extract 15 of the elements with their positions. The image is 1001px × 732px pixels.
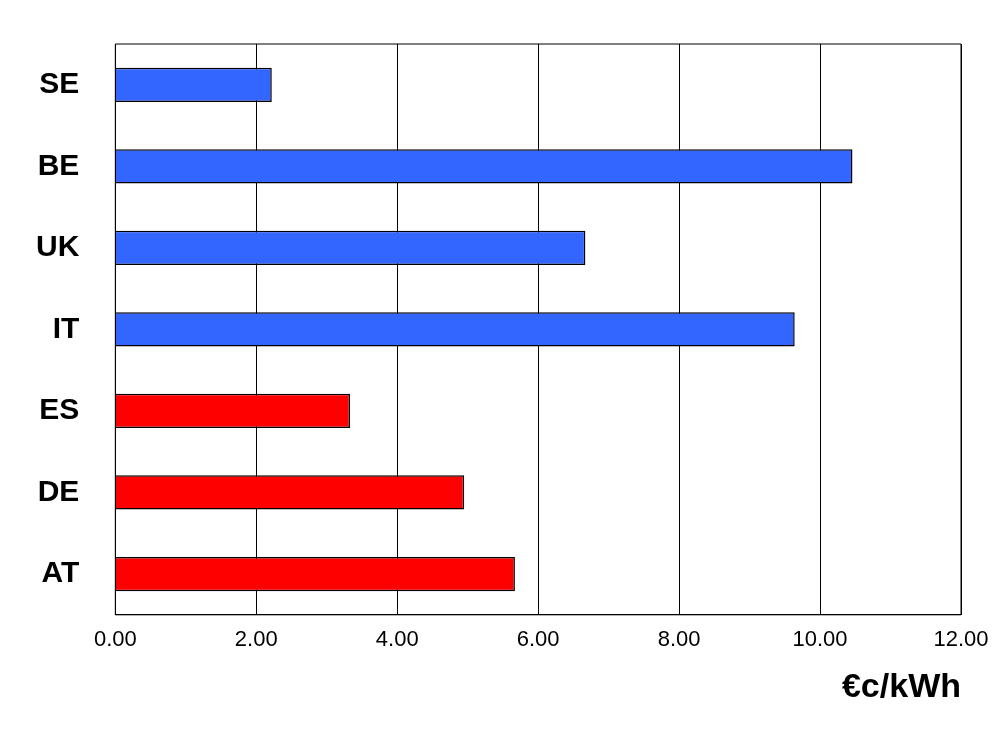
y-tick-label: SE: [39, 66, 80, 100]
y-tick-label: AT: [41, 555, 80, 589]
x-tick-label: 10.00: [792, 626, 848, 652]
y-tick-label: ES: [39, 392, 80, 426]
x-tick-label: 8.00: [657, 626, 701, 652]
x-tick-label: 4.00: [375, 626, 419, 652]
y-tick-label: BE: [37, 147, 80, 181]
x-tick-label: 6.00: [516, 626, 560, 652]
y-tick-label: UK: [35, 229, 80, 263]
x-tick-label: 2.00: [234, 626, 278, 652]
y-tick-label: DE: [37, 473, 80, 507]
x-tick-label: 12.00: [933, 626, 989, 652]
y-tick-label: IT: [52, 310, 80, 344]
x-axis-title: €c/kWh: [841, 665, 961, 704]
x-tick-label: 0.00: [93, 626, 137, 652]
